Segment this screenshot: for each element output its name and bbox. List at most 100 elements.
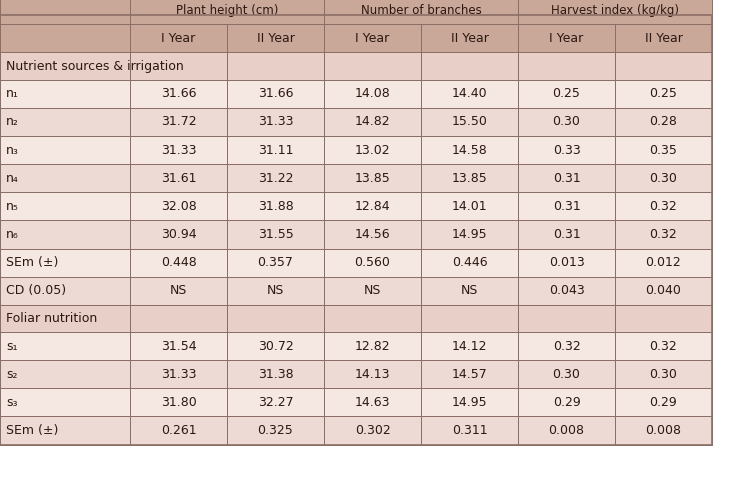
Bar: [0, 192, 130, 221]
Text: 0.32: 0.32: [650, 228, 677, 241]
Text: 0.30: 0.30: [553, 115, 580, 128]
Bar: [227, 277, 324, 305]
Text: 0.30: 0.30: [553, 368, 580, 381]
Text: 30.94: 30.94: [160, 228, 196, 241]
Bar: [227, 388, 324, 417]
Bar: [130, 108, 227, 136]
Text: 31.33: 31.33: [160, 368, 196, 381]
Text: I Year: I Year: [161, 32, 196, 45]
Text: II Year: II Year: [644, 32, 682, 45]
Bar: [615, 360, 712, 388]
Bar: [130, 332, 227, 360]
Bar: [0, 332, 712, 360]
Text: CD (0.05): CD (0.05): [6, 284, 66, 297]
Bar: [130, 417, 227, 445]
Bar: [0, 108, 712, 136]
Bar: [421, 221, 518, 249]
Text: NS: NS: [460, 284, 478, 297]
Text: 12.84: 12.84: [355, 200, 390, 213]
Text: 0.261: 0.261: [160, 424, 196, 437]
Text: 31.88: 31.88: [258, 200, 293, 213]
Bar: [421, 52, 518, 80]
Bar: [227, 52, 324, 80]
Bar: [0, 360, 130, 388]
Text: 32.08: 32.08: [160, 200, 196, 213]
Text: n₄: n₄: [6, 172, 19, 185]
Bar: [518, 52, 615, 80]
Text: n₃: n₃: [6, 144, 19, 157]
Bar: [518, 0, 712, 24]
Text: Foliar nutrition: Foliar nutrition: [6, 312, 98, 325]
Bar: [324, 80, 421, 108]
Text: 13.02: 13.02: [355, 144, 390, 157]
Bar: [421, 249, 518, 277]
Text: 0.043: 0.043: [548, 284, 584, 297]
Text: s₂: s₂: [6, 368, 17, 381]
Text: 0.560: 0.560: [355, 256, 391, 269]
Bar: [421, 24, 518, 52]
Bar: [324, 108, 421, 136]
Bar: [0, 360, 712, 388]
Text: 0.33: 0.33: [553, 144, 580, 157]
Text: 14.58: 14.58: [452, 144, 488, 157]
Bar: [0, 332, 130, 360]
Bar: [518, 417, 615, 445]
Bar: [518, 221, 615, 249]
Bar: [324, 388, 421, 417]
Bar: [0, 164, 130, 192]
Bar: [227, 305, 324, 332]
Text: 0.31: 0.31: [553, 200, 580, 213]
Bar: [227, 80, 324, 108]
Bar: [324, 0, 518, 24]
Text: 0.446: 0.446: [452, 256, 488, 269]
Bar: [324, 305, 421, 332]
Text: Plant height (cm): Plant height (cm): [176, 4, 278, 17]
Bar: [324, 136, 421, 164]
Text: 31.61: 31.61: [160, 172, 196, 185]
Bar: [0, 14, 712, 445]
Bar: [518, 24, 615, 52]
Text: 0.008: 0.008: [548, 424, 584, 437]
Text: 0.302: 0.302: [355, 424, 390, 437]
Text: 31.22: 31.22: [258, 172, 293, 185]
Bar: [130, 360, 227, 388]
Bar: [227, 192, 324, 221]
Bar: [615, 249, 712, 277]
Bar: [421, 305, 518, 332]
Bar: [0, 52, 712, 80]
Bar: [0, 305, 130, 332]
Bar: [324, 277, 421, 305]
Bar: [421, 80, 518, 108]
Text: 31.66: 31.66: [160, 87, 196, 100]
Text: 0.32: 0.32: [650, 200, 677, 213]
Text: 0.013: 0.013: [548, 256, 584, 269]
Text: 31.38: 31.38: [258, 368, 293, 381]
Bar: [227, 249, 324, 277]
Bar: [0, 136, 130, 164]
Bar: [130, 192, 227, 221]
Bar: [518, 192, 615, 221]
Bar: [615, 192, 712, 221]
Text: 32.27: 32.27: [258, 396, 293, 409]
Text: 0.040: 0.040: [646, 284, 682, 297]
Bar: [518, 249, 615, 277]
Bar: [227, 360, 324, 388]
Text: 0.32: 0.32: [553, 340, 580, 353]
Text: 13.85: 13.85: [452, 172, 488, 185]
Bar: [421, 136, 518, 164]
Text: 30.72: 30.72: [258, 340, 293, 353]
Text: 14.95: 14.95: [452, 396, 488, 409]
Bar: [0, 192, 712, 221]
Text: n₆: n₆: [6, 228, 19, 241]
Bar: [421, 332, 518, 360]
Text: 0.31: 0.31: [553, 172, 580, 185]
Text: 31.55: 31.55: [258, 228, 293, 241]
Text: 0.35: 0.35: [650, 144, 677, 157]
Bar: [324, 164, 421, 192]
Bar: [0, 221, 130, 249]
Bar: [0, 249, 712, 277]
Text: 14.12: 14.12: [452, 340, 488, 353]
Text: 14.57: 14.57: [452, 368, 488, 381]
Bar: [518, 360, 615, 388]
Bar: [130, 52, 227, 80]
